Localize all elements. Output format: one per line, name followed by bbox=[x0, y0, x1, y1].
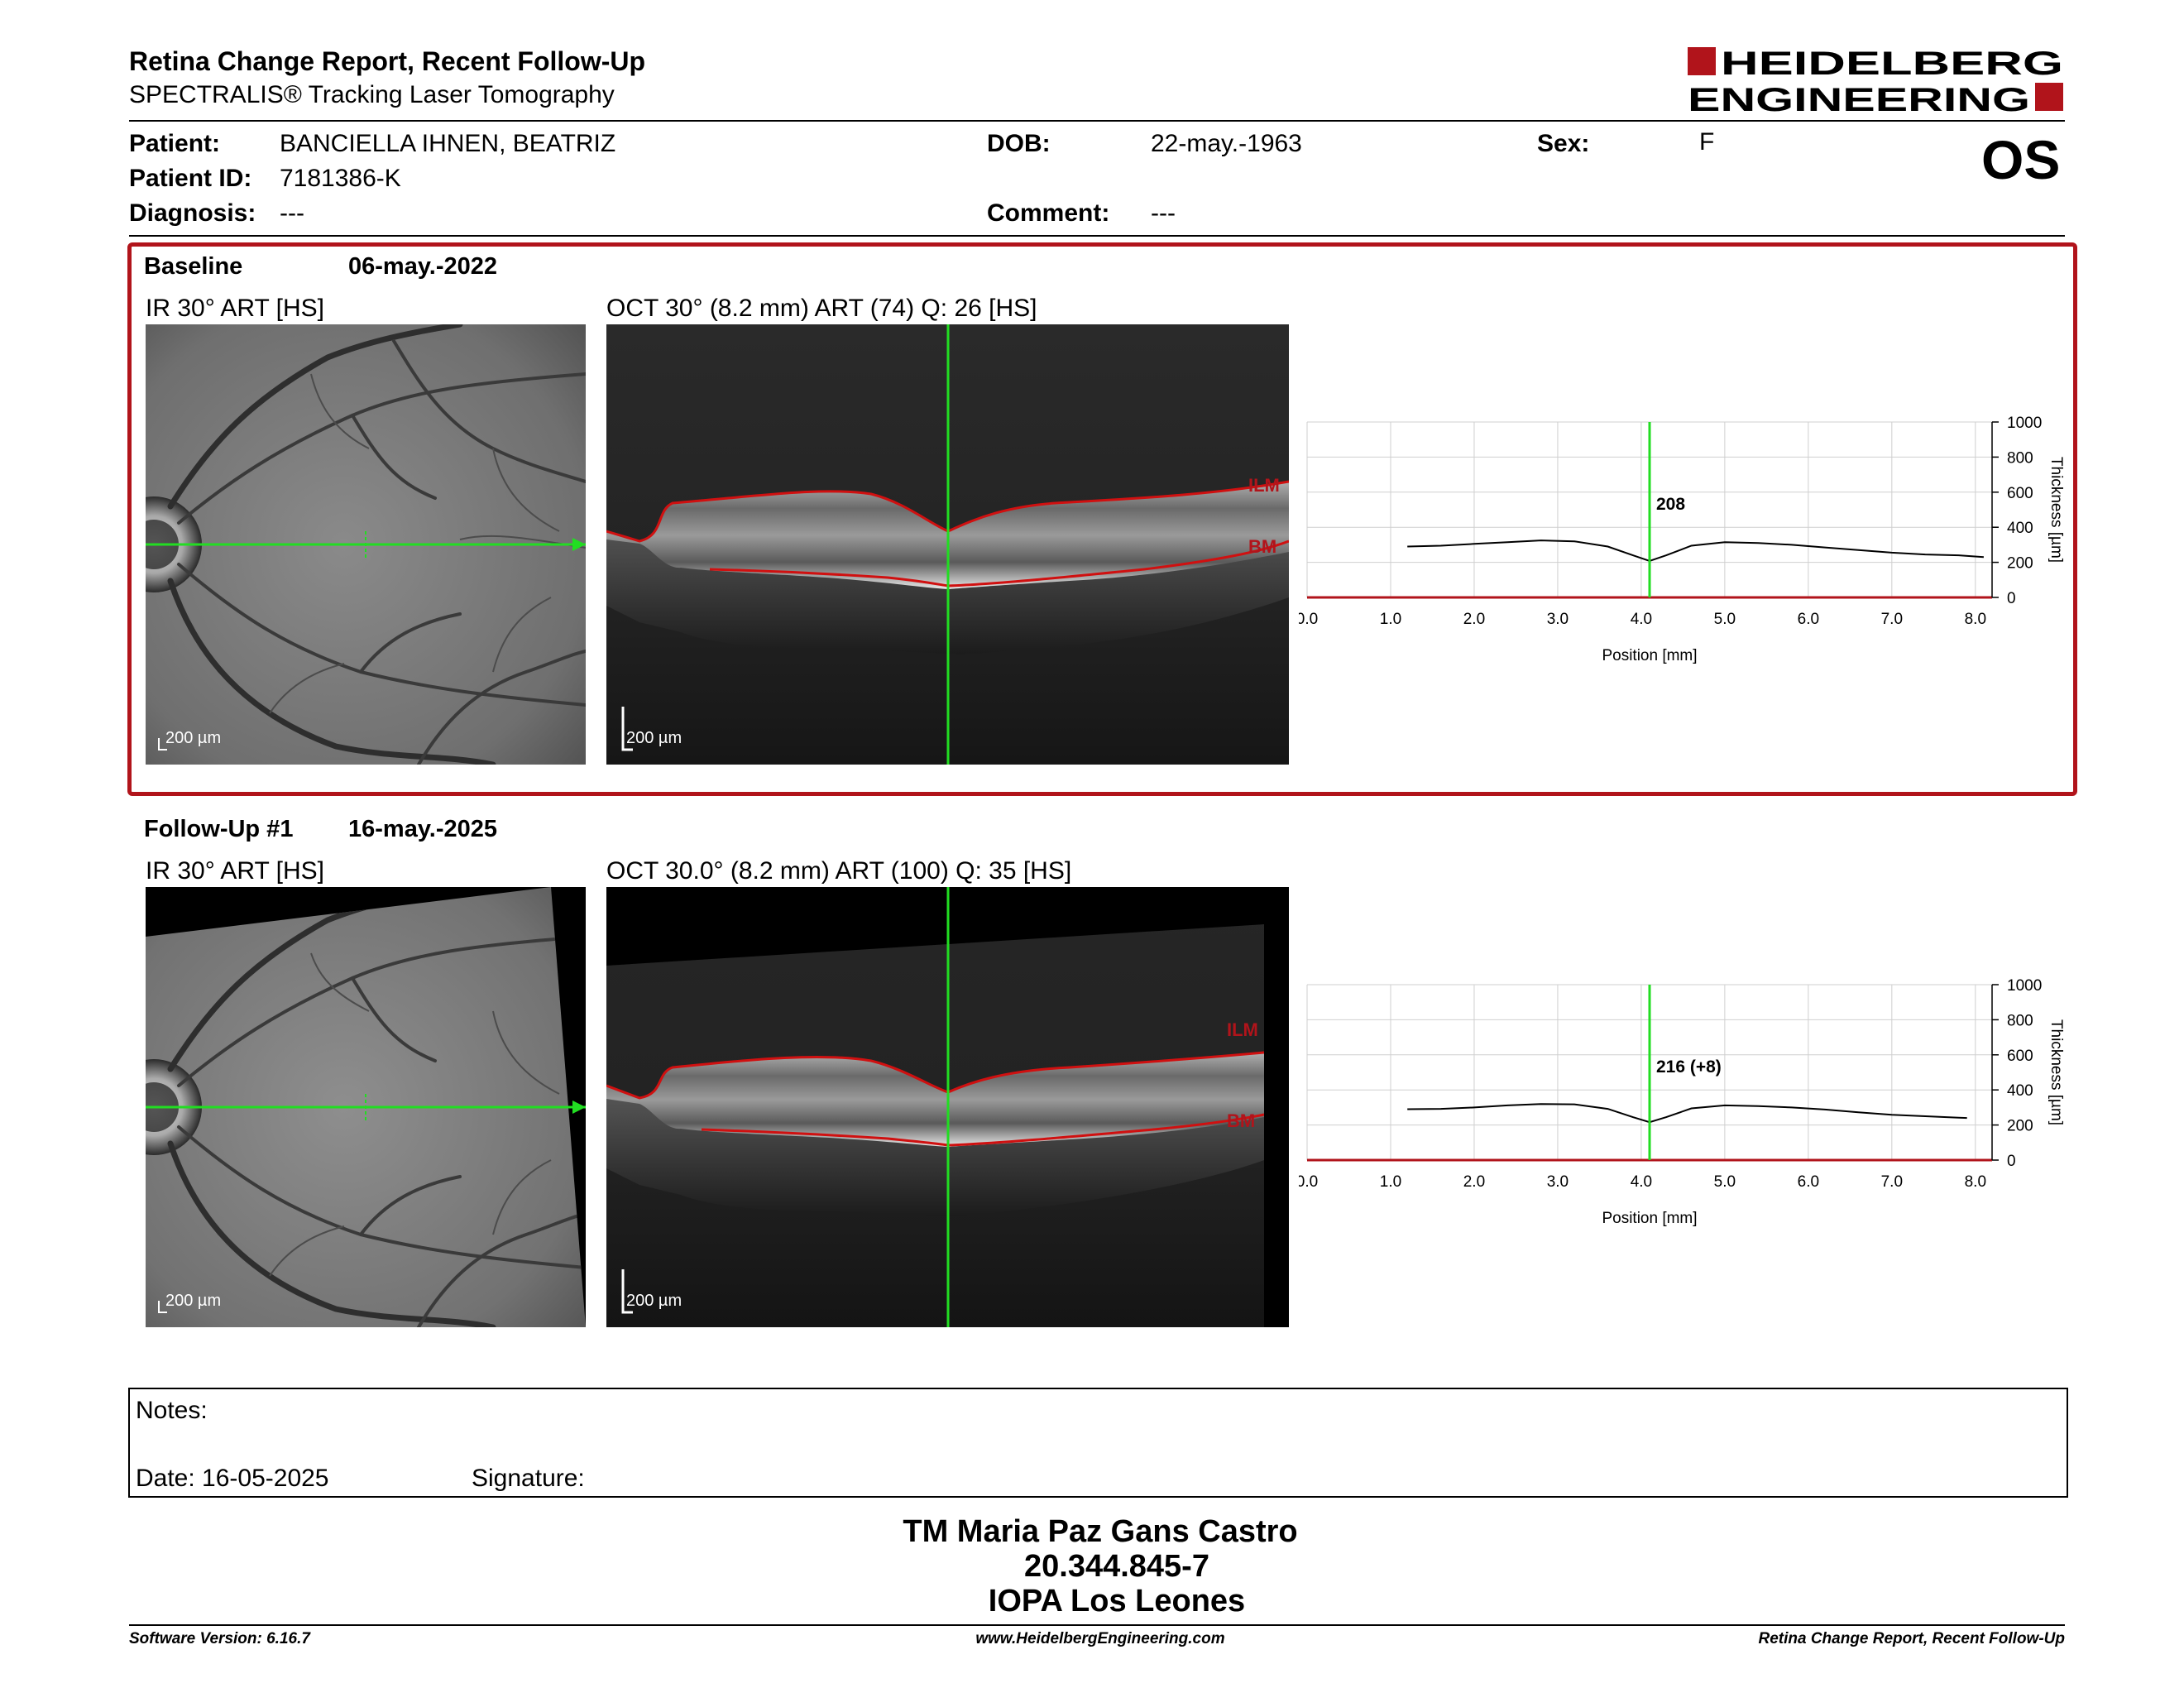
x-tick-label: 5.0 bbox=[1714, 611, 1736, 628]
baseline-ilm-label: ILM bbox=[1248, 475, 1280, 496]
x-tick-label: 6.0 bbox=[1798, 1173, 1819, 1191]
x-tick-label: 3.0 bbox=[1547, 611, 1569, 628]
footer-divider bbox=[129, 1624, 2065, 1626]
notes-box[interactable] bbox=[128, 1388, 2068, 1498]
y-tick-label: 1000 bbox=[2007, 415, 2042, 432]
software-version: Software Version: 6.16.7 bbox=[129, 1630, 310, 1647]
x-tick-label: 3.0 bbox=[1547, 1173, 1569, 1191]
baseline-bm-label: BM bbox=[1248, 536, 1276, 557]
followup-bm-label: BM bbox=[1227, 1110, 1255, 1131]
followup-ir-scale: 200 µm bbox=[165, 1292, 221, 1310]
x-tick-label: 6.0 bbox=[1798, 611, 1819, 628]
followup-ir-caption: IR 30° ART [HS] bbox=[146, 857, 324, 885]
thickness-series-line bbox=[1407, 1103, 1967, 1124]
x-axis-label: Position [mm] bbox=[1602, 647, 1697, 664]
baseline-date: 06-may.-2022 bbox=[348, 253, 498, 280]
notes-date: Date: 16-05-2025 bbox=[136, 1465, 329, 1492]
signer-org: IOPA Los Leones bbox=[988, 1584, 1246, 1618]
followup-oct-bscan-image[interactable]: ILM BM 200 µm bbox=[606, 887, 1289, 1327]
diagnosis-label: Diagnosis: bbox=[129, 199, 256, 227]
eye-label: OS bbox=[1981, 129, 2061, 190]
y-tick-label: 400 bbox=[2007, 520, 2033, 537]
patient-label: Patient: bbox=[129, 130, 221, 157]
x-tick-label: 8.0 bbox=[1965, 1173, 1986, 1191]
x-tick-label: 2.0 bbox=[1463, 1173, 1485, 1191]
x-tick-label: 4.0 bbox=[1631, 611, 1652, 628]
y-tick-label: 600 bbox=[2007, 1048, 2033, 1065]
thickness-series-line bbox=[1407, 539, 1984, 562]
x-axis-label: Position [mm] bbox=[1602, 1210, 1697, 1227]
patient-id-label: Patient ID: bbox=[129, 165, 252, 192]
signature-label: Signature: bbox=[472, 1465, 585, 1492]
diagnosis-value: --- bbox=[280, 199, 304, 227]
y-axis-label: Thickness [µm] bbox=[2048, 457, 2065, 563]
x-tick-label: 8.0 bbox=[1965, 611, 1986, 628]
baseline-oct-scale: 200 µm bbox=[626, 729, 682, 747]
dob-label: DOB: bbox=[987, 130, 1051, 157]
y-tick-label: 1000 bbox=[2007, 977, 2042, 995]
baseline-oct-caption: OCT 30° (8.2 mm) ART (74) Q: 26 [HS] bbox=[606, 295, 1037, 322]
followup-date: 16-may.-2025 bbox=[348, 816, 498, 842]
marker-value-label: 216 (+8) bbox=[1656, 1057, 1722, 1077]
baseline-thickness-chart: 0 200 400 600 800 1000 0.0 1.0 2.0 3.0 4.0 5.0 6.0 7.… bbox=[1299, 415, 2065, 664]
y-tick-label: 200 bbox=[2007, 555, 2033, 573]
y-tick-label: 800 bbox=[2007, 1012, 2033, 1029]
x-tick-label: 0.0 bbox=[1299, 1173, 1318, 1191]
comment-label: Comment: bbox=[987, 199, 1110, 227]
signer-id: 20.344.845-7 bbox=[1024, 1549, 1209, 1584]
followup-ir-fundus-image[interactable]: 200 µm bbox=[146, 887, 586, 1327]
followup-ilm-label: ILM bbox=[1227, 1019, 1258, 1040]
footer-report-name: Retina Change Report, Recent Follow-Up bbox=[1758, 1630, 2065, 1647]
x-tick-label: 7.0 bbox=[1881, 1173, 1903, 1191]
patient-id: 7181386-K bbox=[280, 165, 401, 192]
logo-line1: HEIDELBERG bbox=[1721, 46, 2063, 82]
followup-thickness-chart: 0 200 400 600 800 1000 0.0 1.0 2.0 3.0 4.0 5.0 6.0 7.… bbox=[1299, 977, 2065, 1227]
baseline-label: Baseline bbox=[144, 253, 243, 280]
x-tick-label: 1.0 bbox=[1380, 1173, 1401, 1191]
y-tick-label: 800 bbox=[2007, 449, 2033, 467]
y-tick-label: 0 bbox=[2007, 590, 2016, 607]
patient-divider bbox=[129, 235, 2065, 237]
y-axis-label: Thickness [µm] bbox=[2048, 1019, 2065, 1125]
x-tick-label: 1.0 bbox=[1380, 611, 1401, 628]
patient-name: BANCIELLA IHNEN, BEATRIZ bbox=[280, 130, 616, 157]
heidelberg-logo: HEIDELBERG ENGINEERING bbox=[1688, 45, 2068, 118]
baseline-ir-scale: 200 µm bbox=[165, 729, 221, 747]
baseline-oct-bscan-image[interactable]: ILM BM 200 µm bbox=[606, 324, 1289, 765]
report-title: Retina Change Report, Recent Follow-Up bbox=[129, 46, 646, 76]
y-tick-label: 200 bbox=[2007, 1118, 2033, 1135]
sex-label: Sex: bbox=[1537, 130, 1590, 157]
baseline-ir-fundus-image[interactable]: 200 µm bbox=[146, 324, 586, 765]
sex-value: F bbox=[1699, 128, 1715, 156]
followup-oct-scale: 200 µm bbox=[626, 1292, 682, 1310]
logo-line2: ENGINEERING bbox=[1688, 82, 2030, 116]
baseline-ir-caption: IR 30° ART [HS] bbox=[146, 295, 324, 322]
marker-value-label: 208 bbox=[1656, 495, 1685, 514]
dob-value: 22-may.-1963 bbox=[1151, 130, 1302, 157]
signer-name: TM Maria Paz Gans Castro bbox=[903, 1514, 1298, 1549]
header-divider bbox=[129, 120, 2065, 122]
baseline-section-frame bbox=[127, 242, 2077, 796]
y-tick-label: 0 bbox=[2007, 1153, 2016, 1170]
website-link[interactable]: www.HeidelbergEngineering.com bbox=[975, 1630, 1225, 1647]
y-tick-label: 400 bbox=[2007, 1082, 2033, 1100]
x-tick-label: 4.0 bbox=[1631, 1173, 1652, 1191]
comment-value: --- bbox=[1151, 199, 1176, 227]
y-tick-label: 600 bbox=[2007, 485, 2033, 502]
followup-oct-caption: OCT 30.0° (8.2 mm) ART (100) Q: 35 [HS] bbox=[606, 857, 1072, 885]
report-subtitle: SPECTRALIS® Tracking Laser Tomography bbox=[129, 81, 615, 108]
followup-label: Follow-Up #1 bbox=[144, 816, 294, 842]
x-tick-label: 0.0 bbox=[1299, 611, 1318, 628]
notes-label: Notes: bbox=[136, 1397, 208, 1424]
x-tick-label: 7.0 bbox=[1881, 611, 1903, 628]
x-tick-label: 2.0 bbox=[1463, 611, 1485, 628]
x-tick-label: 5.0 bbox=[1714, 1173, 1736, 1191]
